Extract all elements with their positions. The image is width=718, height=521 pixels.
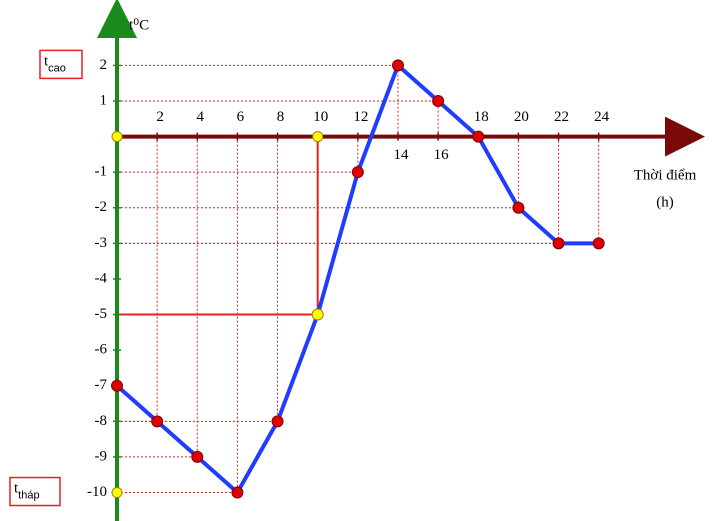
x-tick-label: 6 — [237, 109, 245, 125]
y-tick-label: -8 — [95, 413, 108, 429]
point-marker — [472, 130, 485, 143]
y-tick-label: -7 — [95, 377, 108, 393]
x-tick-label: 12 — [353, 109, 368, 125]
point-marker — [271, 415, 284, 428]
annotation-main: t — [44, 54, 49, 70]
x-tick-label: 2 — [156, 109, 164, 125]
point-marker — [391, 59, 404, 72]
y-tick-label: -10 — [87, 484, 107, 500]
min-axis-dot — [111, 487, 123, 499]
point-marker — [552, 237, 565, 250]
y-tick-label: 2 — [100, 57, 108, 73]
annotation-sub: cao — [48, 62, 66, 74]
y-axis-label: t⁰C — [129, 17, 149, 33]
point-marker — [231, 486, 244, 499]
point-marker — [432, 94, 445, 107]
x-tick-label: 18 — [474, 109, 489, 125]
y-tick-label: -1 — [95, 164, 108, 180]
y-tick-label: -9 — [95, 448, 108, 464]
point-marker — [111, 379, 123, 392]
annotation: ttháp — [9, 476, 61, 507]
y-tick-label: 1 — [100, 92, 108, 108]
annotation-box — [39, 49, 83, 80]
annotation-text: ttháp — [14, 481, 40, 501]
x-tick-label: 24 — [594, 109, 610, 125]
annotation-main: t — [14, 481, 19, 497]
annotation: tcao — [39, 49, 83, 80]
highlight-axis-dot — [312, 131, 324, 143]
y-tick-label: -3 — [95, 235, 108, 251]
y-tick-label: -5 — [95, 306, 108, 322]
point-marker — [151, 415, 164, 428]
annotation-box — [9, 476, 61, 507]
origin-dot — [111, 131, 123, 143]
x-tick-label: 8 — [277, 109, 285, 125]
point-marker — [351, 166, 364, 179]
x-tick-label: 14 — [393, 147, 409, 163]
data-line — [115, 63, 599, 495]
y-tick-label: -4 — [95, 270, 108, 286]
y-tick-label: -6 — [95, 342, 108, 358]
x-tick-label: 22 — [554, 109, 569, 125]
point-marker — [191, 450, 204, 463]
x-tick-label: 4 — [197, 109, 205, 125]
x-axis-label: Thời điểm — [634, 167, 697, 183]
x-tick-label: 10 — [313, 109, 328, 125]
y-tick-label: -2 — [95, 199, 108, 215]
x-tick-label: 20 — [514, 109, 529, 125]
point-marker — [311, 308, 324, 321]
annotation-text: tcao — [44, 54, 66, 74]
x-axis-unit: (h) — [656, 194, 674, 210]
x-tick-label: 16 — [434, 147, 450, 163]
point-marker — [512, 201, 525, 214]
point-marker — [592, 237, 605, 250]
annotation-sub: tháp — [18, 489, 39, 501]
